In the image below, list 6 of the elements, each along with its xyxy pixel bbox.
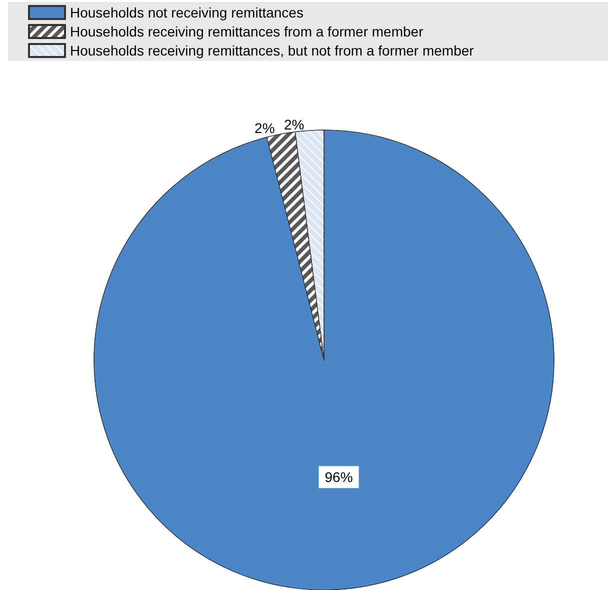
legend-label: Households receiving remittances from a former member: [70, 24, 424, 40]
data-label: 2%: [254, 120, 275, 136]
legend-label: Households receiving remittances, but not from a former member: [70, 42, 474, 58]
legend-label: Households not receiving remittances: [70, 4, 304, 20]
data-label: 96%: [324, 469, 353, 486]
data-label: 2%: [284, 116, 304, 132]
